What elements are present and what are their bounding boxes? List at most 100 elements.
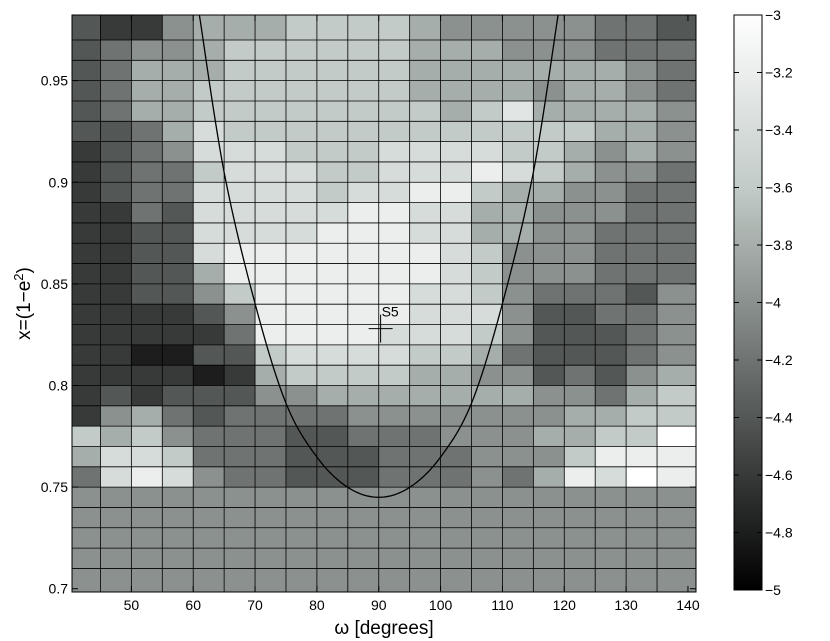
heatmap-cell: [162, 80, 194, 101]
heatmap-cell: [72, 222, 101, 244]
heatmap-cell: [657, 466, 696, 488]
heatmap-cell: [533, 40, 565, 61]
heatmap-cell: [72, 121, 101, 142]
heatmap-cell: [409, 283, 441, 305]
heatmap-cell: [595, 202, 627, 223]
heatmap-cell: [595, 527, 627, 549]
heatmap-cell: [131, 426, 163, 447]
heatmap-cell: [347, 324, 379, 345]
heatmap-cell: [347, 568, 379, 592]
heatmap-cell: [378, 507, 410, 528]
heatmap-cell: [595, 243, 627, 264]
heatmap-cell: [193, 426, 225, 447]
heatmap-cell: [378, 385, 410, 406]
heatmap-cell: [502, 283, 534, 305]
heatmap-cell: [316, 324, 348, 345]
heatmap-cell: [193, 304, 225, 325]
heatmap-cell: [285, 487, 317, 508]
heatmap-cell: [533, 222, 565, 244]
heatmap-cell: [285, 243, 317, 264]
heatmap-cell: [72, 405, 101, 427]
heatmap-cell: [533, 365, 565, 386]
heatmap-cell: [347, 243, 379, 264]
heatmap-cell: [162, 365, 194, 386]
heatmap-cell: [162, 324, 194, 345]
colorbar-tick-label: −3.6: [765, 180, 793, 196]
heatmap-cell: [316, 405, 348, 427]
heatmap-cell: [131, 304, 163, 325]
heatmap-cell: [440, 466, 472, 488]
heatmap-cell: [255, 324, 286, 345]
heatmap-cell: [564, 263, 596, 284]
heatmap-cell: [131, 202, 163, 223]
heatmap-cell: [440, 121, 472, 142]
heatmap-cell: [347, 202, 379, 223]
heatmap-cell: [347, 15, 379, 40]
heatmap-cell: [657, 426, 696, 447]
heatmap-cell: [193, 141, 225, 162]
heatmap-cell: [378, 243, 410, 264]
heatmap-cell: [595, 60, 627, 81]
heatmap-cell: [626, 487, 658, 508]
heatmap-cell: [440, 80, 472, 101]
heatmap-cell: [378, 446, 410, 467]
heatmap-cell: [533, 304, 565, 325]
heatmap-cell: [564, 141, 596, 162]
y-tick-label: 0.95: [41, 73, 68, 89]
x-tick-label: 130: [614, 597, 638, 613]
heatmap-cell: [657, 15, 696, 40]
heatmap-cell: [657, 263, 696, 284]
heatmap-cell: [72, 283, 101, 305]
heatmap-cell: [100, 80, 132, 101]
heatmap-cell: [193, 100, 225, 122]
heatmap-cell: [657, 80, 696, 101]
heatmap-cell: [409, 304, 441, 325]
heatmap-cell: [255, 80, 286, 101]
heatmap-cell: [626, 182, 658, 203]
heatmap-cell: [564, 466, 596, 488]
heatmap-cell: [255, 304, 286, 325]
heatmap-cell: [409, 202, 441, 223]
heatmap-cell: [285, 446, 317, 467]
heatmap-cell: [100, 548, 132, 569]
heatmap-cell: [502, 385, 534, 406]
heatmap-cell: [626, 324, 658, 345]
heatmap-cell: [471, 222, 503, 244]
x-tick-label: 80: [309, 597, 325, 613]
heatmap-cell: [378, 80, 410, 101]
heatmap-cell: [502, 324, 534, 345]
heatmap-cell: [533, 487, 565, 508]
heatmap-cell: [193, 161, 225, 183]
heatmap-cell: [347, 548, 379, 569]
heatmap-cell: [285, 507, 317, 528]
heatmap-cell: [626, 141, 658, 162]
heatmap-cell: [626, 40, 658, 61]
heatmap-cell: [564, 182, 596, 203]
heatmap-cell: [162, 568, 194, 592]
heatmap-cell: [347, 385, 379, 406]
heatmap-cell: [564, 243, 596, 264]
heatmap-cell: [564, 324, 596, 345]
heatmap-cell: [595, 182, 627, 203]
heatmap-cell: [255, 40, 286, 61]
heatmap-cell: [193, 222, 225, 244]
heatmap-cell: [440, 40, 472, 61]
heatmap-cell: [100, 487, 132, 508]
colorbar-tick-label: −4.6: [765, 467, 793, 483]
heatmap-cell: [131, 243, 163, 264]
heatmap-cell: [564, 121, 596, 142]
heatmap-cell: [471, 324, 503, 345]
heatmap-cell: [502, 548, 534, 569]
heatmap-cell: [131, 222, 163, 244]
heatmap-cell: [100, 385, 132, 406]
heatmap-cell: [502, 141, 534, 162]
heatmap-cell: [657, 568, 696, 592]
heatmap-cell: [409, 548, 441, 569]
heatmap-cell: [533, 568, 565, 592]
heatmap-cell: [347, 365, 379, 386]
heatmap-cell: [162, 100, 194, 122]
heatmap-cell: [131, 527, 163, 549]
heatmap-cell: [595, 426, 627, 447]
heatmap-cell: [255, 385, 286, 406]
heatmap-cell: [162, 283, 194, 305]
